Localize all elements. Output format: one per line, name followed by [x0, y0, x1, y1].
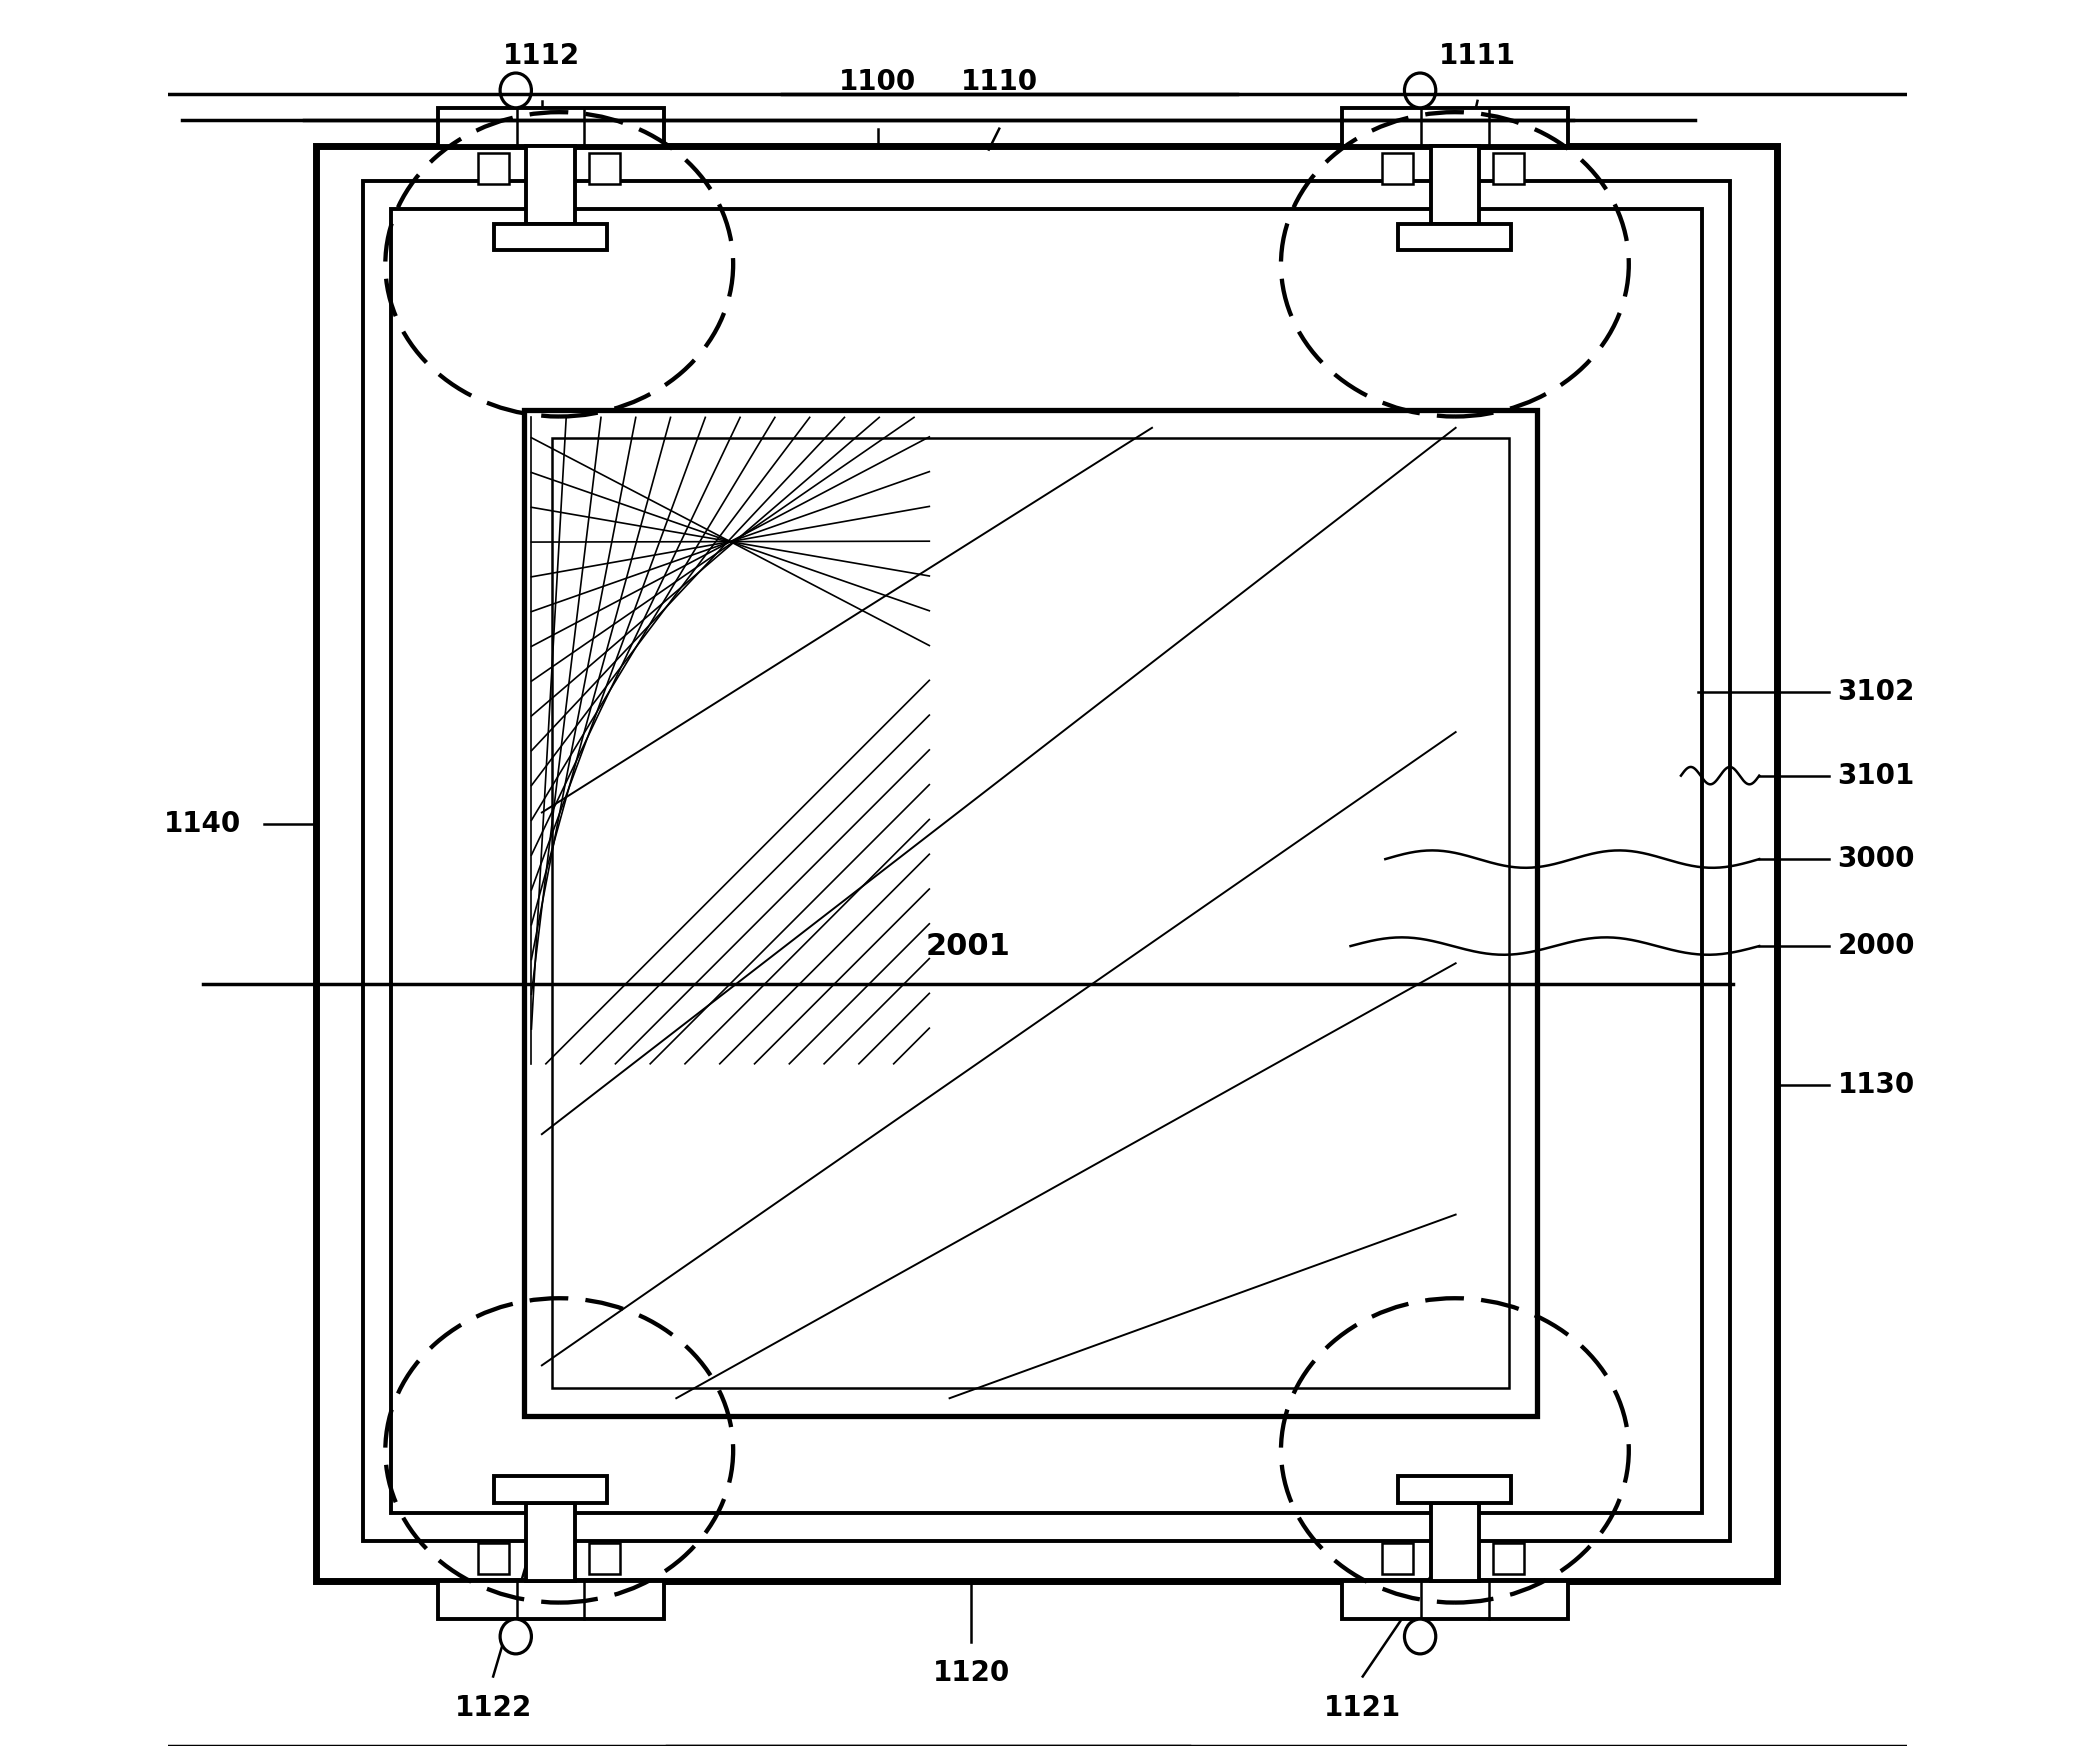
Bar	[589, 153, 620, 184]
Bar	[1343, 109, 1569, 145]
Bar	[552, 438, 1509, 1388]
Bar	[1382, 153, 1413, 184]
Ellipse shape	[500, 1620, 531, 1653]
Ellipse shape	[1405, 1620, 1436, 1653]
Text: 3102: 3102	[1838, 678, 1915, 706]
Bar	[1430, 1502, 1479, 1581]
Bar	[527, 145, 575, 224]
Bar	[1399, 224, 1511, 251]
Bar	[477, 153, 508, 184]
Bar	[438, 1581, 664, 1620]
Text: 1100: 1100	[838, 68, 917, 96]
Bar	[494, 1476, 608, 1502]
Text: 1120: 1120	[934, 1658, 1011, 1686]
Bar	[589, 1543, 620, 1574]
Bar	[1382, 1543, 1413, 1574]
Text: 1121: 1121	[1324, 1693, 1401, 1721]
Text: 1122: 1122	[454, 1693, 531, 1721]
Bar	[390, 209, 1702, 1513]
Text: 2001: 2001	[925, 931, 1011, 961]
Bar	[1494, 1543, 1525, 1574]
Bar	[477, 1543, 508, 1574]
Bar	[1399, 1476, 1511, 1502]
Bar	[1494, 153, 1525, 184]
Ellipse shape	[500, 74, 531, 109]
Text: 1111: 1111	[1438, 42, 1517, 70]
Bar	[363, 181, 1731, 1541]
Text: 2000: 2000	[1838, 933, 1915, 961]
Bar	[315, 145, 1776, 1581]
Bar	[1430, 145, 1479, 224]
Bar	[1343, 1581, 1569, 1620]
Text: 1130: 1130	[1838, 1071, 1915, 1099]
Bar	[527, 1502, 575, 1581]
Bar	[494, 224, 608, 251]
Text: 1140: 1140	[164, 810, 241, 838]
Text: 1110: 1110	[961, 68, 1038, 96]
Text: 3101: 3101	[1838, 761, 1915, 789]
Bar	[438, 109, 664, 145]
Bar	[525, 410, 1538, 1416]
Ellipse shape	[1405, 74, 1436, 109]
Text: 1112: 1112	[504, 42, 581, 70]
Text: 3000: 3000	[1838, 845, 1915, 873]
